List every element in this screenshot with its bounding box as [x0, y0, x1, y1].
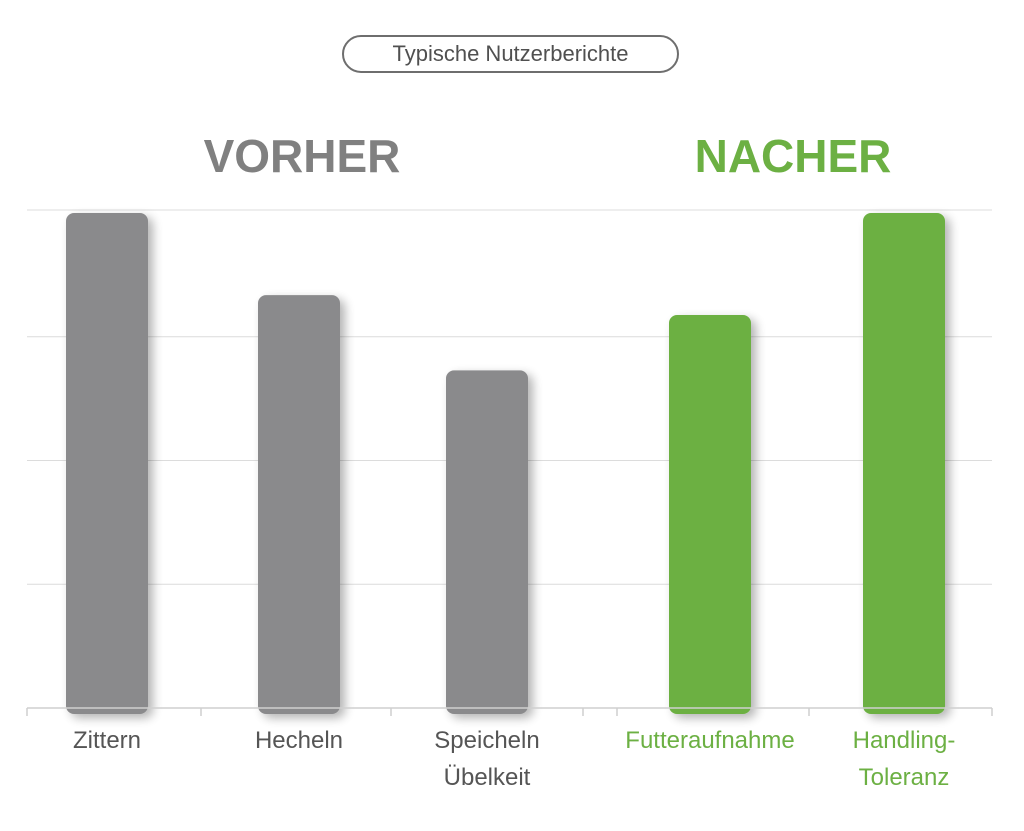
chart-title-pill: Typische Nutzerberichte	[342, 35, 679, 73]
x-tick-label: Hecheln	[255, 727, 343, 754]
x-tick-label: Speicheln	[434, 727, 539, 754]
bar-hecheln	[258, 295, 340, 714]
group-title-vorher: VORHER	[204, 130, 401, 182]
bar-handling-toleranz	[863, 213, 945, 714]
group-title-nacher: NACHER	[695, 130, 892, 182]
bar-zittern	[66, 213, 148, 714]
x-tick-label: Übelkeit	[444, 764, 531, 791]
x-tick-label: Handling-	[853, 727, 956, 754]
x-tick-label: Toleranz	[859, 764, 950, 791]
bar-futteraufnahme	[669, 314, 751, 714]
bar-speicheln-übelkeit	[446, 370, 528, 714]
x-tick-label: Zittern	[73, 727, 141, 754]
x-tick-label: Futteraufnahme	[625, 727, 794, 754]
